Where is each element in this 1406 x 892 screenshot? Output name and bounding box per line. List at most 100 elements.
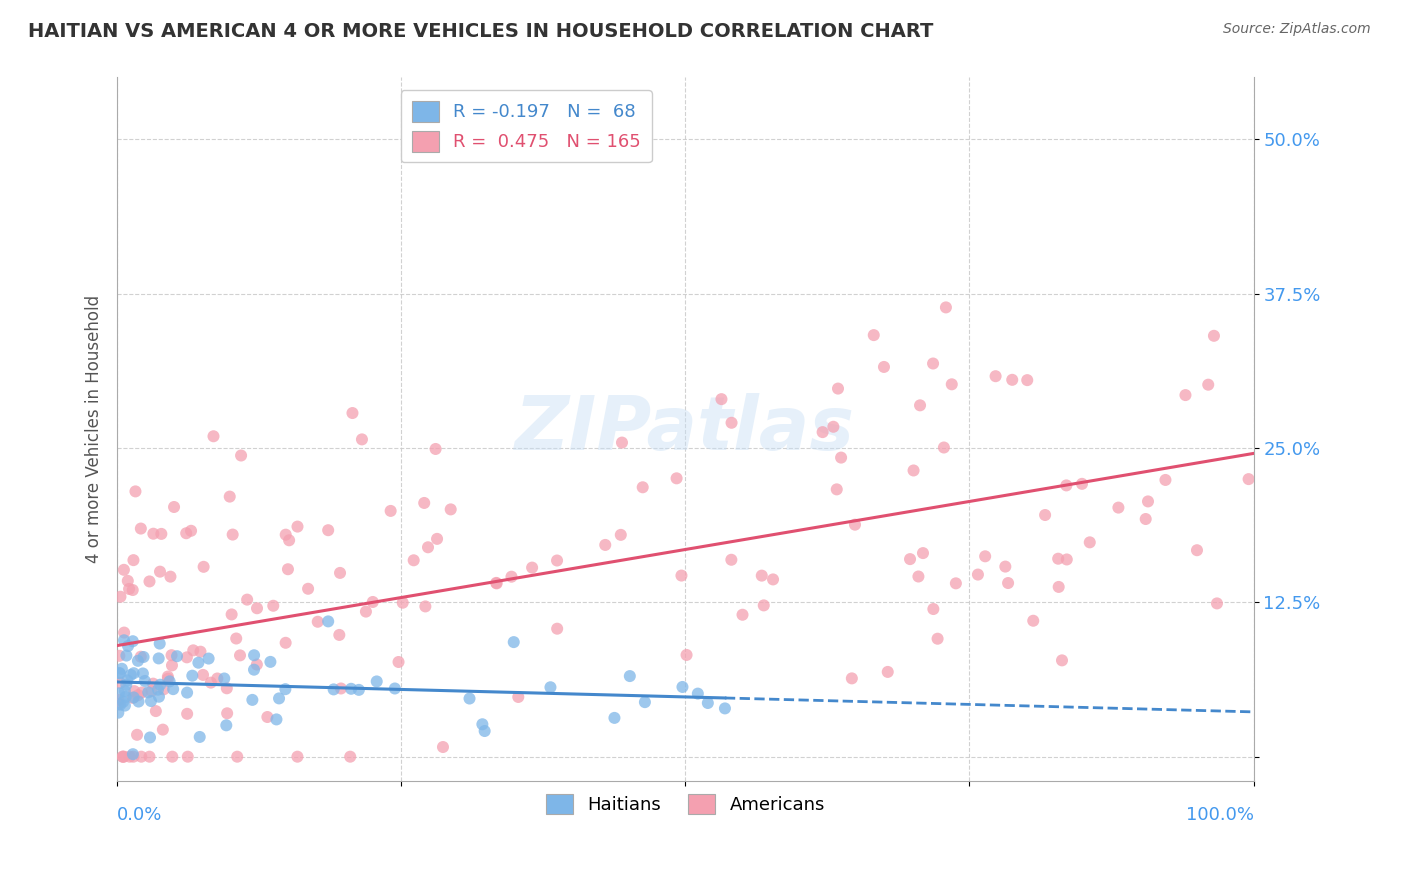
- Point: [984, 369, 1007, 384]
- Point: [593, 538, 616, 552]
- Point: [714, 701, 737, 715]
- Point: [274, 636, 297, 650]
- Point: [873, 359, 896, 374]
- Point: [108, 666, 131, 681]
- Point: [163, 500, 186, 514]
- Point: [111, 749, 134, 764]
- Point: [474, 724, 496, 739]
- Point: [432, 739, 454, 754]
- Point: [347, 682, 370, 697]
- Point: [236, 592, 259, 607]
- Point: [841, 672, 863, 686]
- Point: [152, 723, 174, 737]
- Point: [827, 382, 849, 396]
- Point: [174, 526, 197, 541]
- Point: [520, 560, 543, 574]
- Point: [720, 416, 742, 430]
- Point: [122, 684, 145, 698]
- Point: [1202, 328, 1225, 343]
- Point: [508, 690, 530, 704]
- Point: [142, 676, 165, 690]
- Point: [387, 655, 409, 669]
- Point: [118, 749, 141, 764]
- Point: [246, 657, 269, 672]
- Point: [127, 688, 149, 702]
- Point: [1206, 596, 1229, 610]
- Point: [1017, 373, 1039, 387]
- Point: [246, 601, 269, 615]
- Point: [634, 695, 657, 709]
- Point: [731, 607, 754, 622]
- Point: [610, 528, 633, 542]
- Point: [997, 576, 1019, 591]
- Point: [1047, 580, 1070, 594]
- Text: 0.0%: 0.0%: [117, 806, 163, 824]
- Point: [160, 648, 183, 663]
- Point: [262, 599, 284, 613]
- Point: [259, 655, 281, 669]
- Point: [214, 672, 236, 686]
- Point: [117, 574, 139, 588]
- Point: [686, 687, 709, 701]
- Point: [911, 546, 934, 560]
- Point: [110, 590, 132, 604]
- Point: [1071, 476, 1094, 491]
- Point: [1174, 388, 1197, 402]
- Point: [146, 682, 169, 697]
- Point: [197, 651, 219, 665]
- Point: [191, 668, 214, 682]
- Point: [322, 682, 344, 697]
- Point: [402, 553, 425, 567]
- Point: [131, 685, 153, 699]
- Point: [202, 429, 225, 443]
- Point: [112, 563, 135, 577]
- Point: [117, 639, 139, 653]
- Point: [108, 665, 131, 680]
- Point: [181, 669, 204, 683]
- Point: [108, 648, 131, 663]
- Point: [1237, 472, 1260, 486]
- Point: [122, 553, 145, 567]
- Point: [200, 675, 222, 690]
- Text: HAITIAN VS AMERICAN 4 OR MORE VEHICLES IN HOUSEHOLD CORRELATION CHART: HAITIAN VS AMERICAN 4 OR MORE VEHICLES I…: [28, 22, 934, 41]
- Point: [176, 685, 198, 699]
- Point: [122, 690, 145, 705]
- Point: [142, 526, 165, 541]
- Point: [111, 749, 134, 764]
- Point: [128, 694, 150, 708]
- Point: [316, 615, 339, 629]
- Point: [416, 541, 439, 555]
- Point: [671, 680, 693, 694]
- Point: [278, 533, 301, 548]
- Point: [485, 575, 508, 590]
- Text: Source: ZipAtlas.com: Source: ZipAtlas.com: [1223, 22, 1371, 37]
- Point: [762, 573, 785, 587]
- Point: [1107, 500, 1129, 515]
- Point: [215, 718, 238, 732]
- Point: [110, 698, 132, 712]
- Point: [160, 658, 183, 673]
- Point: [844, 517, 866, 532]
- Point: [112, 749, 135, 764]
- Point: [825, 483, 848, 497]
- Point: [149, 637, 172, 651]
- Point: [129, 522, 152, 536]
- Point: [287, 519, 309, 533]
- Point: [217, 706, 239, 721]
- Text: ZIPatlas: ZIPatlas: [516, 392, 855, 466]
- Point: [1054, 478, 1077, 492]
- Point: [150, 527, 173, 541]
- Point: [485, 576, 508, 591]
- Point: [287, 749, 309, 764]
- Point: [811, 425, 834, 439]
- Point: [138, 749, 160, 764]
- Point: [922, 357, 945, 371]
- Point: [471, 717, 494, 731]
- Point: [502, 635, 524, 649]
- Point: [391, 596, 413, 610]
- Point: [1154, 473, 1177, 487]
- Point: [1056, 552, 1078, 566]
- Point: [415, 599, 437, 614]
- Point: [111, 662, 134, 676]
- Point: [751, 568, 773, 582]
